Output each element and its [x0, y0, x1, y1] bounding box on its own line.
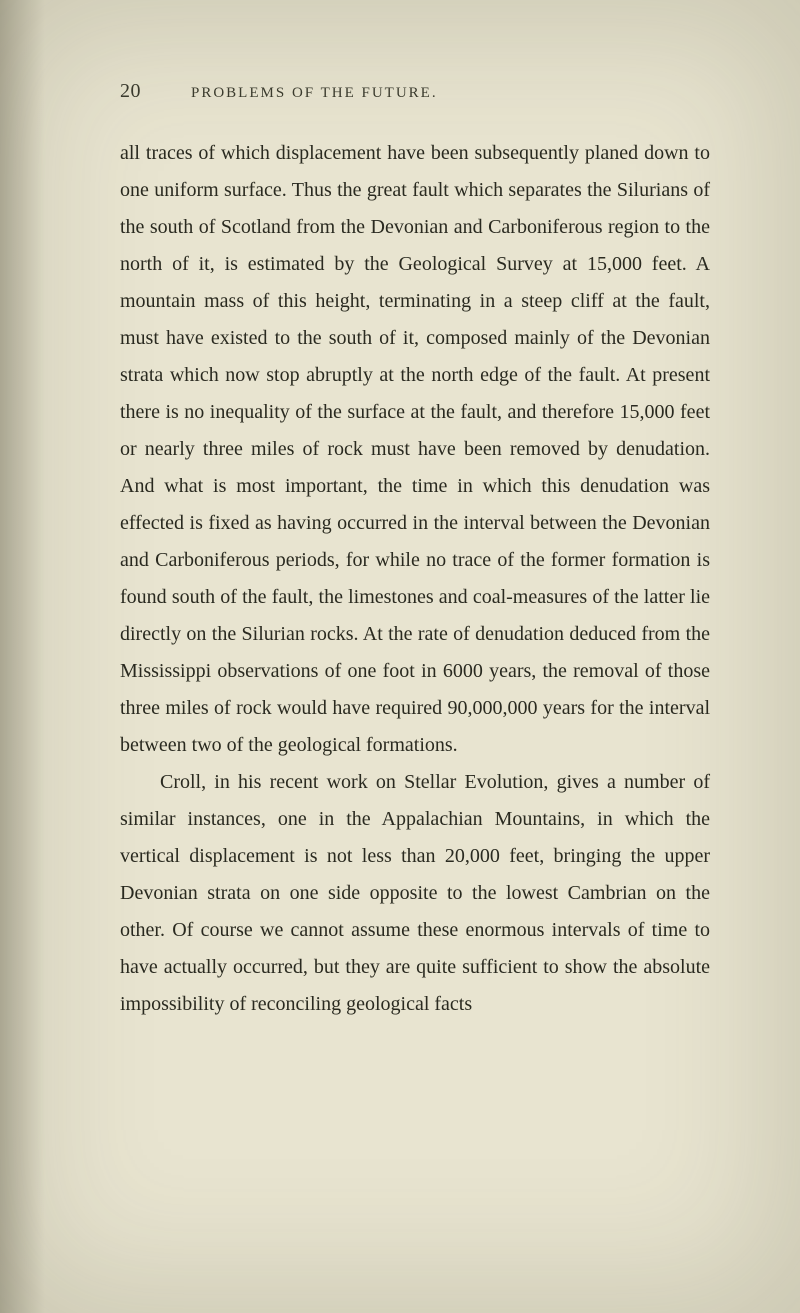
page-number: 20: [120, 80, 141, 103]
paragraph: Croll, in his recent work on Stellar Evo…: [120, 764, 710, 1023]
paragraph: all traces of which displacement have be…: [120, 135, 710, 764]
body-text: all traces of which displacement have be…: [120, 135, 710, 1023]
page-header: 20 PROBLEMS OF THE FUTURE.: [120, 80, 710, 103]
chapter-title: PROBLEMS OF THE FUTURE.: [191, 85, 438, 102]
page-container: 20 PROBLEMS OF THE FUTURE. all traces of…: [0, 0, 800, 1313]
